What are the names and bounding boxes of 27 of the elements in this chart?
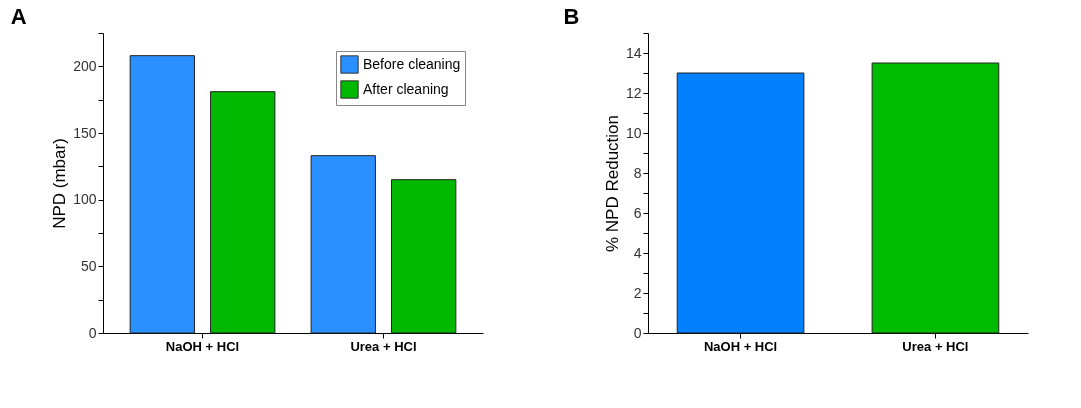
y-tick-label: 8 xyxy=(633,164,642,181)
y-axis-title: % NPD Reduction xyxy=(602,114,622,253)
x-tick-label: Urea + HCl xyxy=(350,338,417,354)
y-tick-label: 14 xyxy=(625,44,642,61)
bar xyxy=(129,55,195,334)
chart-title: B xyxy=(563,3,580,29)
y-tick-label: 12 xyxy=(625,84,642,101)
y-tick-label: 100 xyxy=(73,191,97,208)
bar xyxy=(391,179,457,334)
y-tick-label: 6 xyxy=(633,204,642,221)
y-tick-label: 0 xyxy=(88,324,97,341)
y-tick-label: 0 xyxy=(633,324,642,341)
x-tick-label: NaOH + HCl xyxy=(165,338,240,354)
x-tick-label: NaOH + HCl xyxy=(703,338,778,354)
y-tick-label: 4 xyxy=(633,244,642,261)
y-tick-label: 200 xyxy=(73,57,97,74)
bar xyxy=(310,155,376,334)
y-tick-label: 150 xyxy=(73,124,97,141)
y-axis-title: NPD (mbar) xyxy=(50,138,70,229)
chart-title: A xyxy=(10,3,27,29)
bar xyxy=(210,91,276,334)
y-tick-label: 2 xyxy=(633,284,642,301)
legend-label: After cleaning xyxy=(363,80,449,97)
y-tick-label: 50 xyxy=(80,257,97,274)
y-tick-label: 10 xyxy=(625,124,642,141)
x-tick-label: Urea + HCl xyxy=(902,338,969,354)
legend-label: Before cleaning xyxy=(363,55,461,72)
